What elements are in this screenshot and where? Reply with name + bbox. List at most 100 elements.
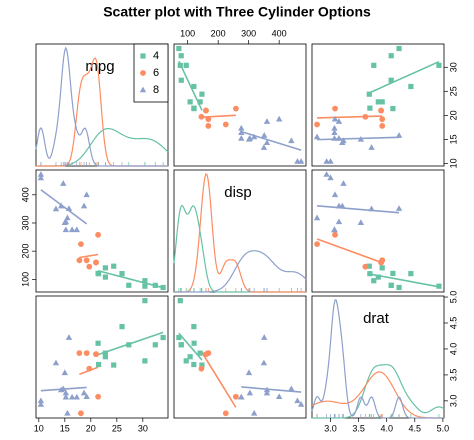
point <box>205 350 212 357</box>
y-tick-label: 4.5 <box>448 317 458 330</box>
point <box>314 241 320 248</box>
point <box>183 62 189 68</box>
point <box>408 83 414 90</box>
point <box>160 284 166 291</box>
point <box>331 226 338 233</box>
y-tick-label: 5.0 <box>448 291 458 304</box>
point <box>93 351 99 358</box>
panel-frame <box>311 169 445 293</box>
point <box>238 129 245 135</box>
legend-label: 8 <box>153 84 159 96</box>
point <box>61 369 69 376</box>
regression-line <box>200 351 237 408</box>
y-tick-label: 4.0 <box>448 343 458 356</box>
point <box>119 324 125 330</box>
point <box>378 107 384 114</box>
panel <box>173 43 307 167</box>
point <box>250 133 258 140</box>
point <box>95 340 101 346</box>
x-tick-label: 20 <box>86 423 96 433</box>
point <box>335 218 343 225</box>
point <box>408 271 414 277</box>
panel-frame <box>173 295 307 419</box>
point <box>102 350 108 356</box>
point <box>288 385 295 392</box>
point <box>379 99 385 105</box>
point <box>314 121 320 128</box>
y-tick-label: 20 <box>448 110 458 120</box>
x-tick-label: 4.0 <box>380 423 393 433</box>
point <box>332 105 338 112</box>
x-tick-label: 300 <box>241 28 256 38</box>
regression-line <box>316 238 383 264</box>
point <box>73 226 80 233</box>
point <box>197 99 203 105</box>
point <box>96 361 102 368</box>
chart-title: Scatter plot with Three Cylinder Options <box>103 4 371 20</box>
legend-label: 6 <box>153 67 159 79</box>
variable-label: mpg <box>85 58 114 75</box>
x-tick-label: 3.0 <box>324 423 337 433</box>
point <box>371 278 377 284</box>
point <box>76 350 83 357</box>
point <box>297 401 305 407</box>
point <box>331 115 339 122</box>
point <box>86 263 93 270</box>
variable-label: drat <box>363 310 390 327</box>
point <box>362 113 369 120</box>
point <box>68 226 76 233</box>
point <box>86 365 93 372</box>
x-tick-label: 3.5 <box>352 423 365 433</box>
point <box>388 282 394 288</box>
point <box>436 283 442 289</box>
point <box>313 133 321 140</box>
x-tick-label: 30 <box>138 423 148 433</box>
point <box>62 393 70 400</box>
point <box>331 129 338 135</box>
x-tick-label: 400 <box>272 28 287 38</box>
regression-line <box>79 253 99 259</box>
regression-line <box>317 136 400 141</box>
point <box>83 350 90 357</box>
panel: drat <box>311 295 445 419</box>
density-curve <box>311 299 444 419</box>
point <box>367 105 373 111</box>
point <box>95 270 101 277</box>
point <box>178 342 184 348</box>
point <box>205 116 212 123</box>
x-tick-label: 100 <box>180 28 195 38</box>
point <box>62 226 70 233</box>
point <box>142 278 148 284</box>
point <box>222 121 229 128</box>
point <box>76 257 83 264</box>
point <box>93 259 99 266</box>
point <box>335 118 343 124</box>
regression-line <box>368 60 440 94</box>
point <box>395 205 403 211</box>
point <box>57 202 65 209</box>
point <box>332 231 338 238</box>
point <box>379 116 386 123</box>
point <box>379 257 386 264</box>
point <box>375 99 381 105</box>
point <box>177 298 183 304</box>
point <box>191 324 197 330</box>
y-tick-label: 15 <box>448 134 458 144</box>
point <box>396 284 402 291</box>
point <box>152 342 158 348</box>
panel <box>311 43 445 167</box>
point <box>261 334 268 340</box>
point <box>331 135 338 141</box>
point <box>263 118 271 124</box>
point <box>232 393 239 400</box>
point <box>250 409 258 416</box>
legend-marker <box>139 86 147 93</box>
panel-frame <box>35 169 169 293</box>
point <box>60 385 67 392</box>
point <box>390 106 396 112</box>
point <box>245 135 253 142</box>
point <box>371 62 377 68</box>
y-tick-label: 30 <box>448 62 458 72</box>
panel <box>173 295 307 419</box>
